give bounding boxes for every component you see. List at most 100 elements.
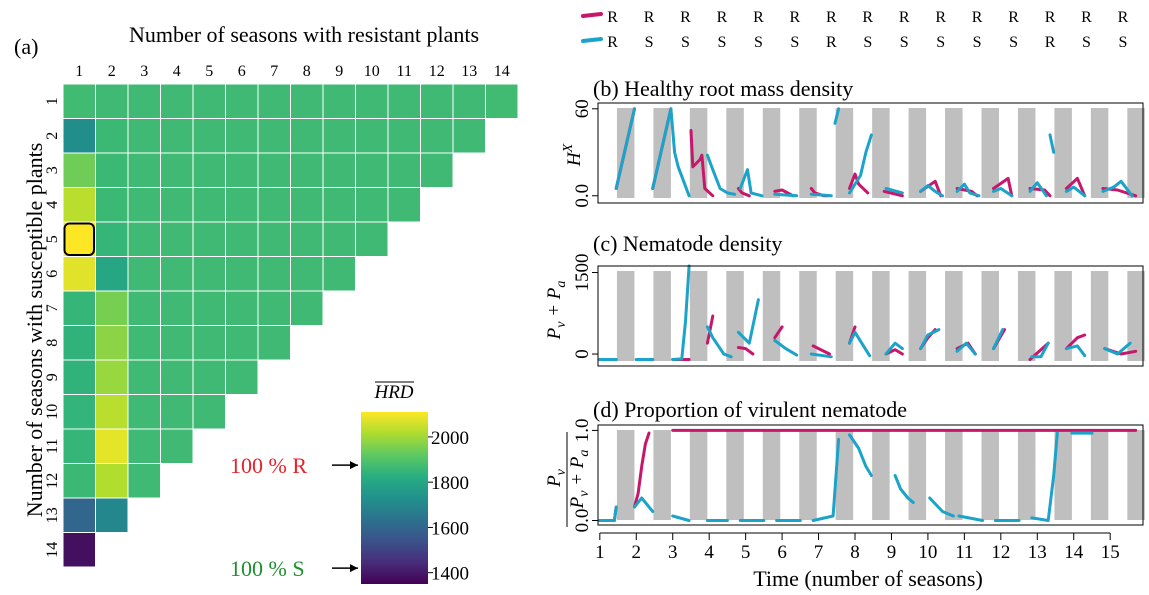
heatmap-cell [257,221,291,257]
heatmap-cell [290,83,324,119]
fallow-period-bar [981,108,1000,198]
fallow-period-bar [1127,430,1145,520]
heatmap-cell [257,325,291,361]
heatmap-cell [160,187,194,223]
panel-c-ylabel-sub1: v [554,321,569,328]
time-axis-tick-label: 8 [850,542,860,563]
heatmap-cell [160,394,194,430]
heatmap-x-tick-label: 10 [364,63,380,80]
heatmap-cell [127,221,161,257]
heatmap-cell [322,83,356,119]
colorbar-title: HRD [373,382,413,403]
fallow-period-bar [653,430,671,520]
fallow-period-bar [872,271,890,361]
fallow-period-bar [1090,271,1109,361]
heatmap-cell [420,152,454,188]
panel-b-ylabel-main: H [564,151,585,167]
heatmap-y-tick-label: 5 [44,235,61,243]
series-line-susceptible [614,107,1134,198]
heatmap-y-tick-label: 12 [44,473,61,489]
heatmap-cell [322,118,356,154]
annotation-100-r-arrowhead [350,461,358,470]
heatmap-cell [257,118,291,154]
colorbar-tick-label: 1600 [431,518,469,539]
fallow-period-bar [616,271,635,361]
heatmap-cell [62,497,96,533]
heatmap-cell [95,256,129,292]
heatmap-cell [95,325,129,361]
heatmap-cell [192,118,226,154]
sequence-letter: S [681,34,690,51]
panel-c-title: (c) Nematode density [593,231,782,256]
heatmap-cell [420,83,454,119]
heatmap-cell [355,187,389,223]
heatmap-cell [160,359,194,395]
colorbar-bar [361,412,428,584]
heatmap-cell [62,290,96,326]
heatmap-cell [127,152,161,188]
heatmap-cell [192,394,226,430]
time-axis: Time (number of seasons) 1 2 3 4 5 6 7 8 9 10 11 12… [595,532,1120,591]
heatmap-y-tick-label: 9 [44,373,61,381]
heatmap-y-tick-label: 6 [44,270,61,278]
fallow-period-bar [945,430,963,520]
fallow-period-bar [945,108,963,198]
sequence-letter: S [973,34,982,51]
heatmap-x-tick-labels: 1 2 3 4 5 6 7 8 9 10 11 12 13 14 [75,63,510,80]
heatmap-cell [192,290,226,326]
heatmap-cell [485,83,519,119]
annotation-100-r: 100 % R [230,453,358,478]
sequence-letter: R [753,9,764,26]
heatmap-cell [62,256,96,292]
panel-d-ylabel-den-plus: + P [567,456,588,490]
panel-c-ylabel-plus: + P [544,287,565,321]
time-axis-tick-label: 5 [741,542,751,563]
heatmap-cell [127,290,161,326]
fallow-period-bar [616,430,635,520]
heatmap-cell [62,187,96,223]
heatmap-cell [127,463,161,499]
heatmap-cell [225,187,259,223]
heatmap-cell [62,532,96,568]
fallow-period-bar [945,271,963,361]
heatmap-cell [225,152,259,188]
fallow-period-bar [799,108,817,198]
sequence-letter: R [1081,9,1092,26]
sequence-letter: R [607,9,618,26]
heatmap-cell [62,83,96,119]
panel-c-ylabel: Pv + Pa [544,281,569,341]
fallow-period-bar [799,430,817,520]
panel-b-ylabel-sup: X [561,143,576,153]
heatmap-x-tick-label: 14 [494,63,510,80]
heatmap-cell [225,221,259,257]
heatmap-cell [160,83,194,119]
plot-frame [597,265,1144,367]
fallow-period-bar [1017,271,1036,361]
time-axis-tick-label: 2 [632,542,642,563]
heatmap-y-tick-label: 13 [44,507,61,523]
fallow-period-bar [981,271,1000,361]
fallow-period-bar [1090,108,1109,198]
sequence-letter: R [1008,9,1019,26]
time-axis-tick-label: 11 [955,542,973,563]
fallow-period-bar [762,271,781,361]
heatmap-cell [95,394,129,430]
heatmap-x-tick-label: 7 [270,63,278,80]
y-tick-label: 1500 [572,254,593,292]
fallow-period-bar [726,271,744,361]
fallow-period-bar [1054,271,1072,361]
heatmap-cell [192,325,226,361]
fallow-period-bar [653,271,671,361]
heatmap-cell [127,187,161,223]
fallow-period-bar [1054,430,1072,520]
fallow-period-bar [762,430,781,520]
heatmap-cell [127,359,161,395]
heatmap-cell [160,221,194,257]
fallow-period-bar [689,271,708,361]
heatmap-cell [355,152,389,188]
panel-d-ylabel-den-sub2: a [577,450,592,457]
heatmap-y-tick-label: 11 [44,439,61,454]
sequence-letter: R [1045,34,1056,51]
panel-a-xlabel: Number of seasons with resistant plants [129,22,479,47]
